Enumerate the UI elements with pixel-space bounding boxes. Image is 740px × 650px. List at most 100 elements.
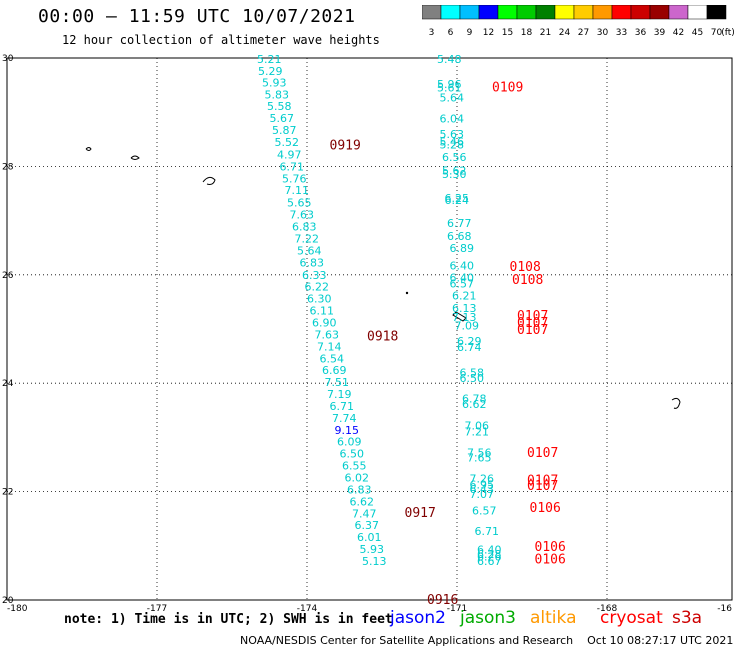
wave-height-value: 7.63 — [290, 209, 315, 222]
wave-height-value: 5.52 — [275, 136, 300, 149]
wave-height-value: 6.62 — [462, 398, 487, 411]
wave-height-value: 5.30 — [442, 168, 467, 181]
wave-height-value: 5.61 — [437, 81, 462, 94]
wave-height-value: 6.57 — [472, 505, 497, 518]
wave-height-value: 6.04 — [440, 113, 465, 126]
legend-label: 33 — [616, 28, 627, 38]
wave-height-value: 6.58 — [460, 366, 485, 379]
wave-height-value: 7.56 — [467, 447, 492, 460]
x-tick-label: -16 — [717, 604, 732, 612]
wave-height-value: 5.29 — [258, 65, 283, 78]
wave-height-value: 7.51 — [325, 376, 350, 389]
wave-height-value: 6.30 — [307, 293, 332, 306]
legend-unit: (ft) — [721, 28, 735, 38]
legend-swatch — [706, 5, 727, 20]
y-tick-label: 24 — [2, 379, 14, 389]
island — [202, 176, 216, 185]
wave-height-value: 5.48 — [437, 53, 462, 66]
wave-height-value: 5.76 — [282, 172, 307, 185]
legend-jason2: jason2 — [390, 608, 446, 628]
wave-height-value: 5.63 — [440, 128, 465, 141]
legend-label: 3 — [429, 28, 435, 38]
wave-height-value: 5.64 — [440, 92, 465, 105]
legend-label: 30 — [597, 28, 609, 38]
legend-label: 39 — [654, 28, 666, 38]
color-legend: 3 6 9 12 15 18 21 24 27 30 33 36 39 42 45 70(ft) — [422, 5, 735, 38]
x-tick-label: -177 — [147, 604, 167, 612]
wave-height-value: 5.87 — [272, 124, 297, 137]
wave-height-value: 7.63 — [315, 328, 340, 341]
wave-height-value: 7.07 — [470, 488, 495, 501]
y-tick-label: 20 — [2, 596, 14, 606]
credit-text: NOAA/NESDIS Center for Satellite Applica… — [240, 634, 574, 647]
wave-height-value: 5.58 — [267, 100, 292, 113]
pass-time-label: 0919 — [330, 139, 361, 154]
wave-height-value: 7.06 — [465, 419, 490, 432]
wave-height-value: 5.65 — [287, 197, 312, 210]
wave-height-value: 6.62 — [350, 495, 375, 508]
wave-height-value: 7.65 — [467, 451, 492, 464]
wave-height-value: 6.57 — [450, 277, 475, 290]
footer-credit: NOAA/NESDIS Center for Satellite Applica… — [240, 634, 733, 647]
wave-height-value: 6.71 — [280, 160, 305, 173]
footer-note: note: 1) Time is in UTC; 2) SWH is in fe… — [64, 612, 393, 627]
wave-height-value: 6.55 — [342, 460, 367, 473]
wave-height-value: 7.47 — [352, 507, 377, 520]
wave-height-value: 6.40 — [450, 272, 475, 285]
legend-label: 15 — [502, 28, 513, 38]
wave-height-value: 6.28 — [477, 548, 502, 561]
wave-height-value: 6.22 — [305, 281, 330, 294]
pass-time-label: 0917 — [405, 506, 436, 521]
y-tick-label: 22 — [2, 488, 13, 498]
track-marker — [452, 311, 467, 322]
wave-height-value: 7.74 — [332, 412, 357, 425]
wave-height-value: 5.13 — [362, 555, 387, 568]
wave-height-value: 7.21 — [465, 425, 490, 438]
wave-height-value: 6.25 — [445, 192, 470, 205]
pass-time-label: 0107 — [517, 316, 548, 331]
wave-height-value: 6.09 — [337, 436, 362, 449]
wave-height-value: 6.95 — [470, 479, 495, 492]
pass-time-label: 0109 — [492, 81, 523, 96]
legend-label: 36 — [635, 28, 647, 38]
wave-height-value: 7.26 — [470, 473, 495, 486]
wave-height-value: 6.40 — [450, 260, 475, 273]
wave-height-value: 5.93 — [360, 543, 385, 556]
pass-time-label: 0107 — [527, 446, 558, 461]
pass-time-label: 0107 — [527, 479, 558, 494]
wave-height-value: 6.83 — [292, 221, 317, 234]
wave-height-value: 6.90 — [312, 316, 337, 329]
wave-height-value: 6.83 — [347, 483, 372, 496]
wave-height-value: 6.67 — [477, 555, 502, 568]
legend-label: 24 — [559, 28, 571, 38]
legend-label: 6 — [448, 28, 454, 38]
page-title: 00:00 – 11:59 UTC 10/07/2021 — [38, 6, 356, 27]
wave-height-value: 5.64 — [297, 244, 322, 257]
wave-height-value: 9.15 — [335, 424, 360, 437]
y-tick-label: 26 — [2, 271, 14, 281]
legend-s3a: s3a — [672, 608, 703, 628]
pass-time-label: 0107 — [517, 323, 548, 338]
wave-height-value: 5.96 — [437, 78, 462, 91]
wave-height-value: 6.74 — [457, 341, 482, 354]
wave-height-map[interactable]: -180 -177 -174 -171 -168 -163028262422205.215… — [0, 0, 740, 612]
legend-label: 45 — [692, 28, 703, 38]
legend-label: 70 — [711, 28, 723, 38]
legend-jason3: jason3 — [460, 608, 516, 628]
timestamp: Oct 10 08:27:17 UTC 2021 — [587, 634, 734, 647]
wave-height-value: 6.13 — [452, 302, 477, 315]
legend-label: 42 — [673, 28, 684, 38]
pass-time-label: 0106 — [530, 501, 561, 516]
wave-height-value: 6.68 — [447, 230, 472, 243]
wave-height-value: 5.62 — [442, 165, 467, 178]
island — [405, 291, 409, 295]
wave-height-value: 6.33 — [302, 269, 327, 282]
wave-height-value: 6.01 — [357, 531, 382, 544]
legend-label: 27 — [578, 28, 589, 38]
wave-height-value: 6.37 — [355, 519, 380, 532]
pass-time-label: 0106 — [535, 552, 566, 567]
wave-height-value: 5.21 — [257, 53, 282, 66]
wave-height-value: 7.14 — [317, 340, 342, 353]
wave-height-value: 6.77 — [447, 217, 472, 230]
pass-time-label: 0108 — [512, 273, 543, 288]
